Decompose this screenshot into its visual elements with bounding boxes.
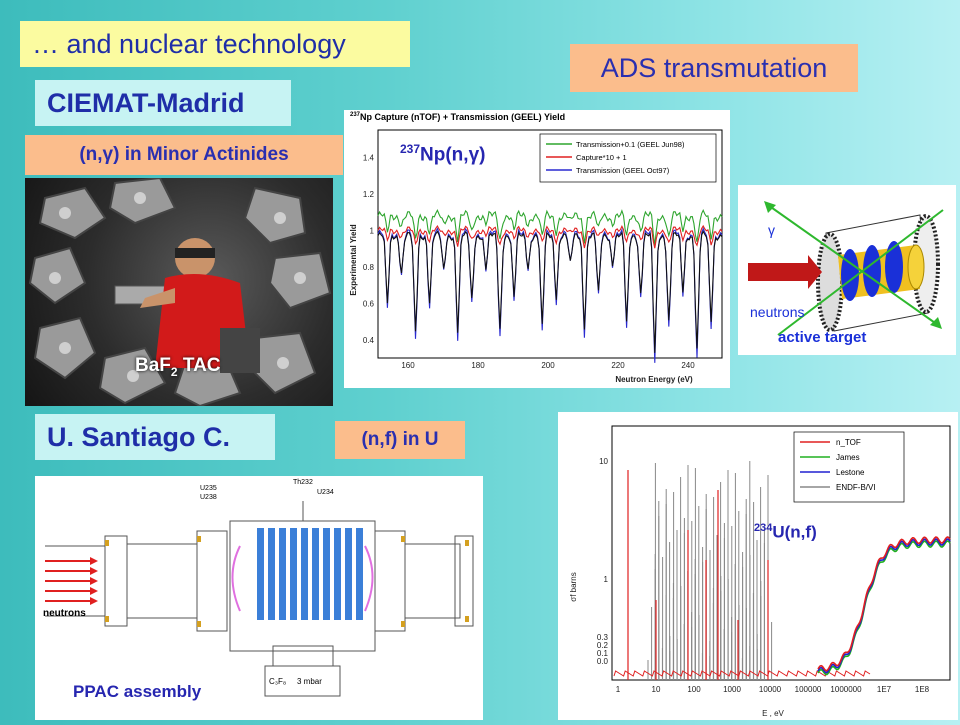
ppac-isotope-u234: U234 [317, 489, 334, 496]
u-x-tick: 1000000 [830, 685, 862, 694]
ppac-neutrons-label: neutrons [43, 608, 86, 619]
np-y-tick: 1 [370, 226, 375, 235]
u-y-tick: 0.0 [597, 657, 609, 666]
u-y-tick: 0.2 [597, 641, 609, 650]
neutrons-label-ads: neutrons [750, 304, 804, 320]
u-x-tick: 100000 [795, 685, 822, 694]
ppac-isotope-u235: U235 [200, 485, 217, 492]
np-x-tick: 220 [611, 361, 625, 370]
ads-title-text: ADS transmutation [600, 52, 828, 83]
santiago-topic: (n,f) in U [335, 421, 465, 459]
np-y-tick: 0.6 [363, 299, 375, 308]
ppac-isotope-th232: Th232 [293, 479, 313, 486]
u-x-tick: 1E8 [915, 685, 930, 694]
np-x-axis-label: Neutron Energy (eV) [615, 375, 693, 384]
np-y-tick: 0.4 [363, 336, 375, 345]
baf2-label-rest: TAC [177, 355, 221, 376]
u234-annotation-sup: 234 [754, 522, 773, 534]
np-annotation: 237Np(n,γ) [400, 142, 485, 166]
np-series-black [377, 230, 723, 353]
u234-chart-svg: 10 1 0.30.20.10.0 1 10 100 1000 10000 100000 1000… [569, 425, 951, 718]
santiago-topic-text: (n,f) in U [361, 429, 439, 450]
u-y-tick: 0.3 [597, 633, 609, 642]
np-legend-entry: Capture*10 + 1 [576, 153, 627, 162]
active-target-label: active target [778, 329, 866, 346]
baf2-tac-photo [25, 178, 333, 406]
santiago-label-text: U. Santiago C. [47, 421, 231, 452]
u-series-ntof [817, 536, 951, 672]
baf2-label-sub: 2 [170, 364, 178, 379]
slide-title: … and nuclear technology [20, 21, 410, 67]
np-y-tick: 1.4 [363, 153, 375, 162]
np-y-tick: 0.8 [363, 263, 375, 272]
np-series-capture [377, 224, 723, 249]
ppac-assembly-diagram: neutrons U235 U238 Th232 U234 C₃F₈ 3 mba… [35, 476, 483, 720]
u-series-lestone [817, 538, 951, 674]
np-x-tick: 200 [541, 361, 555, 370]
np-x-tick: 240 [681, 361, 695, 370]
u-legend-entry: n_TOF [836, 438, 861, 447]
active-target-svg: γ neutrons active target [748, 201, 944, 346]
np-chart-title-text: Np Capture (nTOF) + Transmission (GEEL) … [360, 112, 566, 122]
active-target-diagram: γ neutrons active target [738, 185, 956, 355]
ppac-gas-label: C₃F₈ [269, 677, 286, 686]
np-y-tick: 1.2 [363, 190, 375, 199]
slide-title-text: … and nuclear technology [32, 28, 346, 59]
np-chart-svg: Experimental Yield Neutron Energy (eV) 1… [349, 129, 723, 384]
baf2-label-main: BaF [135, 355, 171, 376]
santiago-label: U. Santiago C. [35, 414, 275, 460]
ciemat-label: CIEMAT-Madrid [35, 80, 291, 126]
np-chart-title: 237Np Capture (nTOF) + Transmission (GEE… [350, 112, 565, 122]
baf2-tac-label: BaF2 TAC [135, 355, 221, 379]
u-y-axis-label: σf barns [569, 572, 578, 601]
ciemat-label-text: CIEMAT-Madrid [47, 87, 245, 118]
u-x-tick: 100 [687, 685, 701, 694]
ciemat-topic: (n,γ) in Minor Actinides [25, 135, 343, 175]
ppac-pressure-label: 3 mbar [297, 677, 322, 686]
np-legend-entry: Transmission+0.1 (GEEL Jun98) [576, 140, 685, 149]
u-x-axis-label: E , eV [762, 709, 784, 718]
u234-annotation: 234U(n,f) [754, 522, 817, 543]
u-legend-entry: Lestone [836, 468, 865, 477]
ciemat-topic-text: (n,γ) in Minor Actinides [79, 144, 289, 165]
np-annotation-text: Np(n,γ) [420, 144, 486, 166]
u-plot-frame [611, 425, 951, 681]
np-series-transmission-jun98 [377, 208, 723, 246]
u-legend-box [793, 431, 905, 503]
u-x-tick: 1E7 [877, 685, 892, 694]
ppac-assembly-label: PPAC assembly [73, 682, 202, 701]
u-x-tick: 1000 [723, 685, 741, 694]
np-legend-entry: Transmission (GEEL Oct97) [576, 166, 670, 175]
ppac-svg: neutrons U235 U238 Th232 U234 C₃F₈ 3 mba… [43, 479, 474, 697]
u-y-tick: 10 [599, 457, 608, 466]
np-x-tick: 160 [401, 361, 415, 370]
u-legend-entry: James [836, 453, 860, 462]
u-series-james [817, 540, 951, 676]
u-x-tick: 10000 [759, 685, 782, 694]
np-annotation-sup: 237 [400, 142, 421, 156]
np-chart-title-sup: 237 [350, 112, 361, 118]
u-x-tick: 10 [652, 685, 661, 694]
ads-title: ADS transmutation [570, 44, 858, 92]
ppac-isotope-u238: U238 [200, 494, 217, 501]
gamma-label: γ [768, 222, 775, 238]
u-y-tick: 1 [604, 575, 609, 584]
u-legend-entry: ENDF-B/VI [836, 483, 876, 492]
np-capture-chart: 237Np Capture (nTOF) + Transmission (GEE… [344, 110, 730, 388]
np-x-tick: 180 [471, 361, 485, 370]
np-legend-box [539, 133, 717, 183]
baf2-tac-photo-drawing [28, 178, 332, 406]
u234-annotation-text: U(n,f) [772, 522, 817, 542]
u-x-tick: 1 [616, 685, 621, 694]
np-y-axis-label: Experimental Yield [349, 224, 358, 295]
u234-fission-chart: 10 1 0.3 0.2 0.1 0.0 1 10 100 1000 10000 100000 1000… [558, 412, 958, 720]
u-y-tick: 0.1 [597, 649, 609, 658]
